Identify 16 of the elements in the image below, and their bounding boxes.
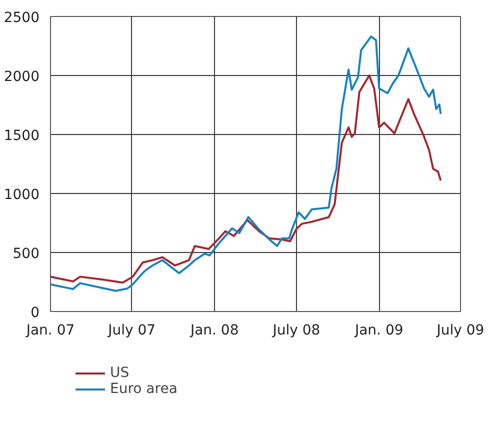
y-tick-label: 2500 — [4, 10, 40, 26]
y-tick-label: 1500 — [4, 128, 40, 144]
x-tick-label: July 09 — [436, 322, 484, 338]
x-tick-label: July 08 — [272, 322, 320, 338]
x-tick-label: Jan. 09 — [354, 322, 404, 338]
y-tick-label: 1000 — [4, 187, 40, 203]
y-tick-label: 500 — [12, 246, 40, 262]
line-series — [50, 36, 442, 292]
line-series — [50, 74, 442, 284]
x-tick-label: Jan. 08 — [189, 322, 239, 338]
legend-label: Euro area — [110, 381, 178, 397]
x-tick-label: Jan. 07 — [25, 322, 75, 338]
y-tick-label: 0 — [30, 305, 40, 321]
y-tick-label: 2000 — [4, 69, 40, 85]
legend-label: US — [110, 365, 130, 381]
x-tick-label: July 07 — [107, 322, 156, 338]
